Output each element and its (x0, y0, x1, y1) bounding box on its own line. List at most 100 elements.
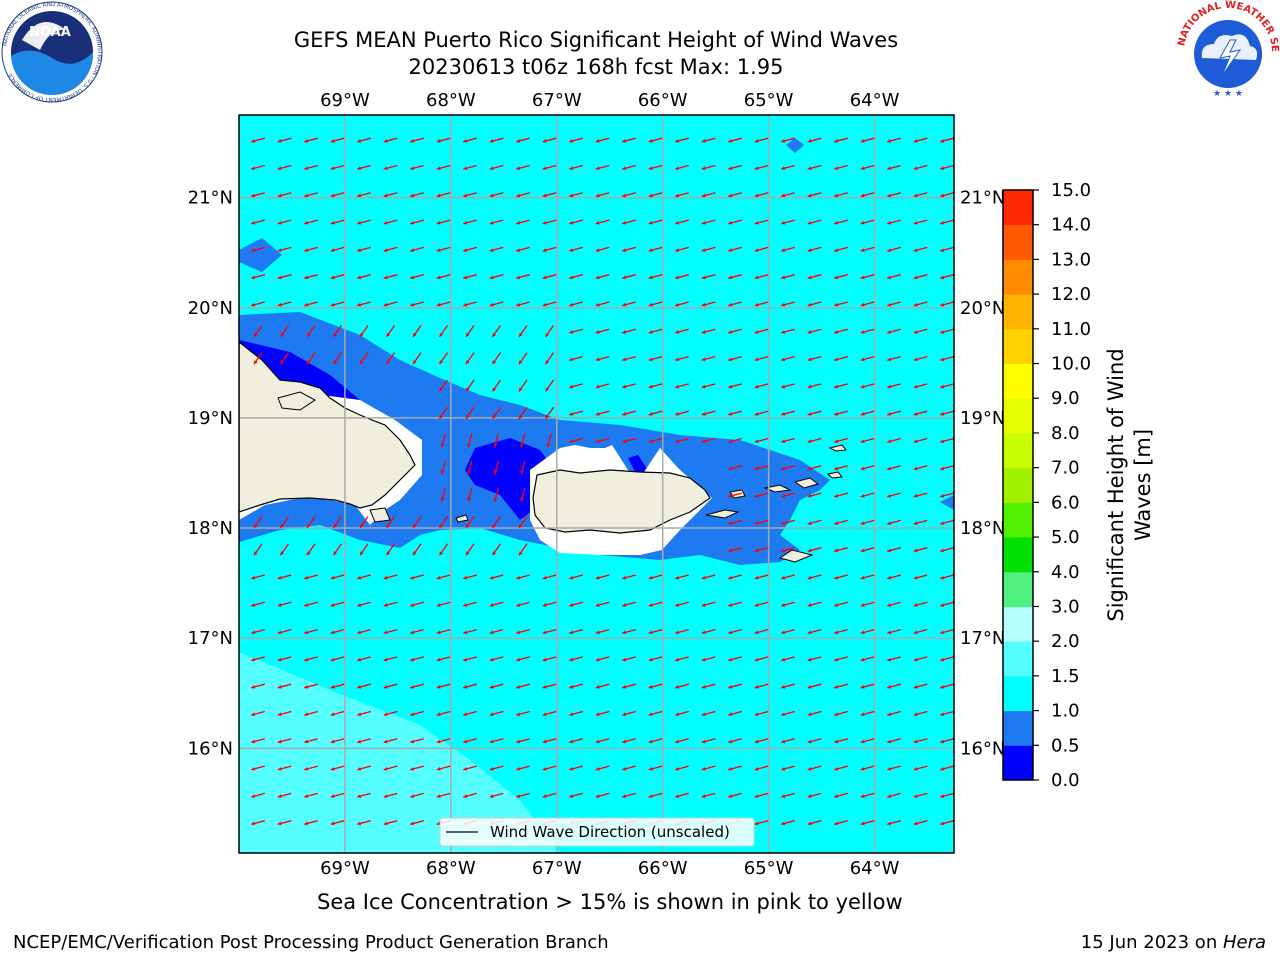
wave-direction-arrow (913, 383, 928, 389)
wave-direction-arrow (940, 601, 954, 607)
wave-direction-arrow (648, 792, 663, 798)
wave-direction-arrow (887, 437, 901, 444)
wave-direction-arrow (728, 219, 742, 225)
colorbar-tick-label: 0.0 (1051, 770, 1080, 791)
wave-direction-arrow (516, 738, 530, 744)
wave-direction-arrow (728, 601, 742, 607)
wave-direction-arrow (569, 656, 583, 662)
colorbar-swatch (1003, 398, 1033, 434)
wave-direction-arrow (595, 601, 610, 607)
wave-direction-arrow (383, 219, 398, 225)
wave-direction-arrow (304, 765, 318, 771)
wave-direction-arrow (913, 465, 928, 471)
wave-direction-arrow (701, 765, 716, 771)
wave-direction-arrow (595, 383, 610, 389)
wave-direction-arrow (807, 246, 822, 252)
wave-direction-arrow (463, 628, 477, 635)
wave-direction-arrow (595, 656, 610, 662)
wave-direction-arrow (887, 465, 901, 471)
wave-direction-arrow (913, 519, 928, 525)
wave-direction-arrow (701, 710, 716, 717)
wave-direction-arrow (701, 410, 716, 416)
wave-direction-arrow (860, 219, 875, 225)
wave-direction-arrow (359, 352, 369, 365)
colorbar-tick-label: 10.0 (1051, 354, 1091, 375)
lon-label-top: 67°W (532, 90, 582, 111)
wave-direction-arrow (357, 192, 371, 198)
colorbar-swatch (1003, 432, 1033, 469)
colorbar-swatch (1003, 259, 1033, 295)
wave-direction-arrow (436, 274, 451, 280)
wave-direction-arrow (463, 792, 477, 798)
wave-direction-arrow (410, 683, 424, 689)
wave-direction-arrow (940, 137, 954, 143)
wave-direction-arrow (860, 765, 875, 771)
wave-direction-arrow (728, 574, 742, 580)
wave-direction-arrow (807, 137, 822, 143)
wave-direction-arrow (251, 765, 265, 771)
wave-direction-arrow (383, 274, 398, 280)
colorbar-swatch (1003, 606, 1033, 642)
wave-direction-arrow (279, 324, 290, 338)
wave-direction-arrow (834, 683, 848, 689)
wave-direction-arrow (807, 765, 822, 771)
wave-direction-arrow (887, 410, 901, 416)
wave-direction-arrow (516, 628, 530, 635)
wave-direction-arrow (834, 656, 848, 662)
colorbar-swatch (1003, 710, 1033, 746)
wave-direction-arrow (728, 519, 742, 525)
wave-direction-arrow (253, 352, 263, 365)
wave-direction-arrow (781, 792, 795, 798)
wave-direction-arrow (330, 601, 345, 607)
wave-direction-arrow (518, 406, 528, 420)
wave-direction-arrow (383, 820, 398, 826)
wave-direction-arrow (520, 433, 526, 448)
wave-direction-arrow (463, 656, 477, 662)
hispaniola-land (239, 341, 416, 513)
wave-direction-arrow (542, 628, 557, 635)
wave-direction-arrow (440, 460, 446, 475)
wave-direction-arrow (306, 543, 316, 556)
wave-direction-arrow (807, 410, 822, 416)
colorbar-swatch (1003, 190, 1033, 226)
wave-direction-arrow (622, 410, 636, 416)
wave-direction-arrow (622, 628, 636, 635)
wave-direction-arrow (913, 274, 928, 280)
wave-direction-arrow (569, 355, 583, 362)
wave-direction-arrow (754, 137, 769, 143)
wave-direction-arrow (436, 301, 451, 307)
wave-direction-arrow (410, 574, 424, 580)
wave-direction-arrow (860, 301, 875, 307)
wave-direction-arrow (622, 765, 636, 771)
wave-direction-arrow (410, 246, 424, 252)
wave-patch-nw (239, 238, 282, 272)
wave-direction-arrow (860, 137, 875, 143)
wave-direction-arrow (251, 738, 265, 744)
lon-label-bottom: 68°W (426, 858, 476, 879)
wave-direction-arrow (357, 164, 371, 171)
wave-direction-arrow (463, 246, 477, 252)
wave-direction-arrow (913, 301, 928, 307)
colorbar-swatch (1003, 675, 1033, 712)
wave-direction-arrow (251, 219, 265, 225)
wave-direction-arrow (304, 274, 318, 280)
wave-direction-arrow (807, 383, 822, 389)
wave-direction-arrow (436, 137, 451, 143)
wave-direction-arrow (781, 328, 795, 334)
wave-direction-arrow (622, 383, 636, 389)
wave-direction-arrow (251, 274, 265, 280)
wave-direction-arrow (728, 656, 742, 662)
wave-direction-arrow (436, 601, 451, 607)
wave-direction-arrow (913, 328, 928, 334)
wave-direction-arrow (754, 192, 769, 198)
wave-direction-arrow (277, 628, 292, 635)
wave-direction-arrow (542, 274, 557, 280)
wave-direction-arrow (834, 164, 848, 171)
wave-direction-arrow (467, 460, 473, 475)
wave-direction-arrow (330, 574, 345, 580)
wave-direction-arrow (834, 519, 848, 525)
wave-direction-arrow (860, 792, 875, 798)
wave-direction-arrow (330, 738, 345, 744)
wave-direction-arrow (436, 765, 451, 771)
wave-direction-arrow (781, 465, 795, 471)
